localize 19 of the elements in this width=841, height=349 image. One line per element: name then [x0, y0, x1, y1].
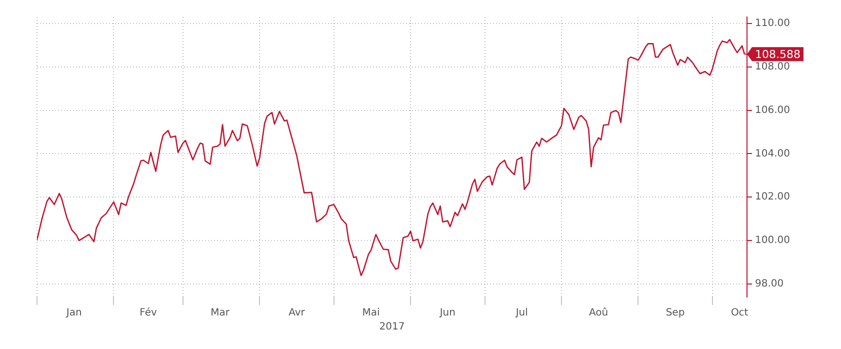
x-tick-label: Oct — [730, 308, 748, 319]
y-tick-label: 98.00 — [755, 278, 784, 290]
x-axis-title: 2017 — [379, 322, 405, 333]
x-tick-label: Aoû — [589, 308, 608, 319]
y-tick-label: 102.00 — [755, 192, 790, 203]
y-tick-label: 108.00 — [755, 62, 790, 73]
x-tick-label: Mar — [210, 308, 230, 319]
x-tick-label: Jan — [65, 308, 82, 319]
y-tick-label: 106.00 — [755, 104, 790, 116]
x-tick-label: Avr — [288, 308, 306, 319]
y-tick-label: 100.00 — [755, 235, 790, 246]
y-tick-label: 104.00 — [755, 148, 790, 160]
x-tick-label: Jun — [438, 308, 456, 319]
x-tick-label: Fév — [140, 308, 158, 319]
x-tick-label: Jul — [514, 308, 528, 319]
annotation: 108.588 — [755, 48, 800, 62]
x-tick-label: Sep — [666, 308, 685, 319]
x-tick-label: Mai — [362, 308, 380, 319]
y-tick-label: 110.00 — [755, 18, 790, 30]
